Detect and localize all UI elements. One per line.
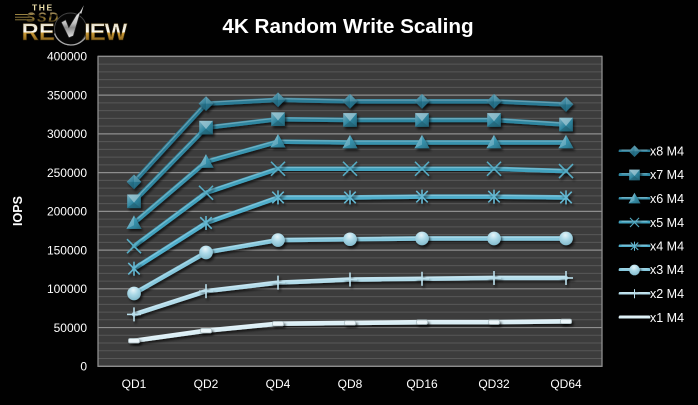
svg-text:350000: 350000 <box>47 88 87 102</box>
svg-text:QD2: QD2 <box>194 377 219 391</box>
svg-text:QD8: QD8 <box>338 377 363 391</box>
svg-text:IEW: IEW <box>84 19 128 46</box>
svg-text:150000: 150000 <box>47 243 87 257</box>
svg-text:QD64: QD64 <box>550 377 582 391</box>
svg-text:x3 M4: x3 M4 <box>650 263 684 277</box>
svg-text:x5 M4: x5 M4 <box>650 216 684 230</box>
svg-text:100000: 100000 <box>47 282 87 296</box>
svg-text:4K Random Write Scaling: 4K Random Write Scaling <box>222 15 473 38</box>
svg-text:200000: 200000 <box>47 205 87 219</box>
svg-text:300000: 300000 <box>47 127 87 141</box>
svg-text:50000: 50000 <box>54 321 88 335</box>
svg-text:THE: THE <box>32 3 54 13</box>
svg-text:x8 M4: x8 M4 <box>650 145 684 159</box>
svg-text:x6 M4: x6 M4 <box>650 192 684 206</box>
svg-text:IOPS: IOPS <box>11 196 25 226</box>
svg-text:x2 M4: x2 M4 <box>650 287 684 301</box>
svg-text:QD4: QD4 <box>266 377 291 391</box>
svg-text:QD1: QD1 <box>122 377 147 391</box>
svg-text:250000: 250000 <box>47 166 87 180</box>
svg-text:400000: 400000 <box>47 50 87 64</box>
svg-text:x4 M4: x4 M4 <box>650 240 684 254</box>
svg-text:RE: RE <box>22 19 55 46</box>
svg-text:0: 0 <box>80 360 87 374</box>
svg-text:QD32: QD32 <box>478 377 510 391</box>
svg-text:QD16: QD16 <box>406 377 438 391</box>
svg-text:x1 M4: x1 M4 <box>650 311 684 325</box>
svg-text:SSD: SSD <box>26 9 60 25</box>
svg-text:x7 M4: x7 M4 <box>650 168 684 182</box>
